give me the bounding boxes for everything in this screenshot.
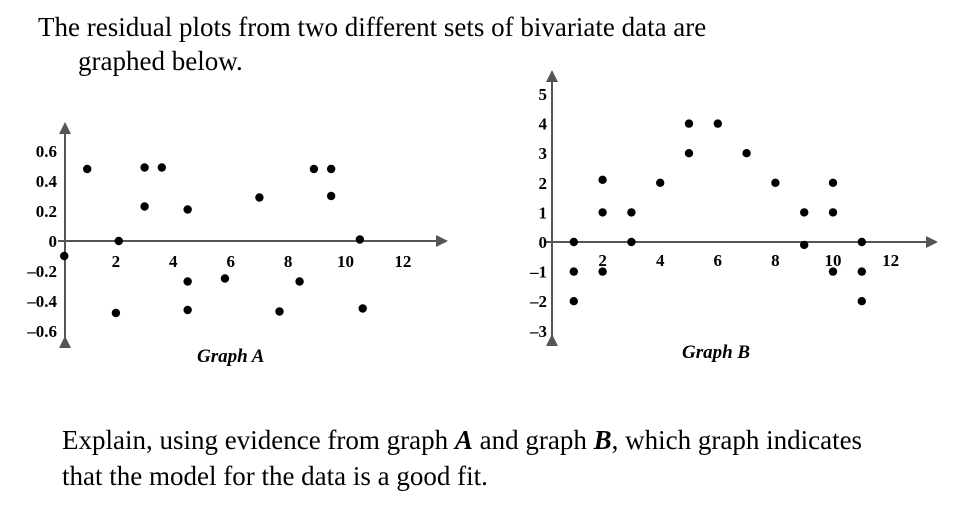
prompt-graph-b: B <box>593 425 612 455</box>
data-point <box>684 149 694 158</box>
data-point <box>183 277 192 286</box>
data-point <box>627 237 636 247</box>
data-point <box>569 267 578 276</box>
data-point <box>60 251 69 261</box>
data-point <box>857 237 866 247</box>
prompt-line-1: Explain, using evidence from graph A and… <box>62 427 862 454</box>
data-point <box>742 149 751 158</box>
data-point <box>355 235 365 244</box>
data-point <box>828 178 838 187</box>
data-point <box>140 202 149 211</box>
y-tick-label: 0 <box>539 233 548 252</box>
x-tick-label: 6 <box>714 251 723 270</box>
data-point <box>828 267 838 276</box>
residual-plots: 2 4 6 8 10 120.60.40.20–0.2–0.4–0.6 2 4 6 8 10 125… <box>26 70 938 348</box>
data-point <box>83 164 92 174</box>
data-point <box>598 208 607 217</box>
data-point <box>326 191 336 201</box>
y-tick-label: –0.6 <box>26 322 57 341</box>
data-point <box>157 163 167 172</box>
prompt-text-3: , which graph indicates <box>611 425 863 455</box>
data-point <box>713 119 722 128</box>
data-point <box>114 236 123 246</box>
data-point <box>111 308 121 318</box>
y-tick-label: 0.6 <box>36 142 57 161</box>
y-tick-label: 1 <box>539 203 548 222</box>
y-tick-label: –0.4 <box>26 292 57 311</box>
x-tick-label: 12 <box>882 251 899 270</box>
y-tick-label: 0.4 <box>36 172 58 191</box>
prompt-line-2: that the model for the data is a good fi… <box>62 461 488 491</box>
data-point <box>656 178 665 187</box>
data-point <box>800 240 809 250</box>
graph-a: 2 4 6 8 10 12 0.6 0.4 0.2 0 –0.2 –0.4 –0.6 <box>26 122 448 348</box>
y-tick-label: –2 <box>529 292 547 311</box>
x-tick-label: 6 <box>226 252 235 271</box>
data-point <box>857 297 866 306</box>
data-point <box>569 237 578 247</box>
prompt-graph-a: A <box>454 425 473 455</box>
y-tick-label: 3 <box>539 144 548 163</box>
data-point <box>569 297 578 306</box>
x-tick-label: 8 <box>284 252 293 271</box>
data-point <box>684 119 694 128</box>
y-tick-label: 0 <box>49 232 58 251</box>
data-point <box>358 304 367 313</box>
data-point <box>800 208 809 217</box>
data-point <box>309 164 319 174</box>
x-tick-label: 4 <box>169 252 178 271</box>
x-tick-label: 10 <box>825 251 842 270</box>
graph-a-title: Graph A <box>197 346 265 367</box>
data-point <box>183 205 192 214</box>
x-tick-label: 10 <box>337 252 354 271</box>
prompt-text-2: and graph <box>472 425 594 455</box>
graph-b-title: Graph B <box>682 342 751 363</box>
data-point <box>771 178 780 187</box>
data-point <box>255 193 264 202</box>
data-point <box>828 208 838 217</box>
y-tick-label: 5 <box>539 85 548 104</box>
y-tick-label: 4 <box>539 115 548 134</box>
intro-line-2: graphed below. <box>78 46 243 76</box>
x-tick-label: 2 <box>112 252 121 271</box>
x-tick-label: 4 <box>656 251 665 270</box>
data-point <box>857 267 866 276</box>
data-point <box>598 175 607 185</box>
x-tick-label: 12 <box>394 252 411 271</box>
x-tick-label: 2 <box>598 251 607 270</box>
data-point <box>326 164 336 174</box>
y-tick-label: 2 <box>539 174 548 193</box>
data-point <box>140 163 149 172</box>
prompt-text-1: Explain, using evidence from graph <box>62 425 455 455</box>
data-point <box>275 307 284 316</box>
intro-line-1: The residual plots from two different se… <box>38 12 707 42</box>
y-tick-label: –1 <box>529 263 547 282</box>
x-tick-label: 8 <box>771 251 780 270</box>
data-point <box>627 208 636 217</box>
data-point <box>295 277 304 286</box>
y-tick-label: –3 <box>529 322 547 341</box>
data-point <box>183 305 192 315</box>
y-tick-label: –0.2 <box>26 262 57 281</box>
y-tick-label: 0.2 <box>36 202 57 221</box>
data-point <box>598 267 607 276</box>
data-point <box>220 274 230 283</box>
